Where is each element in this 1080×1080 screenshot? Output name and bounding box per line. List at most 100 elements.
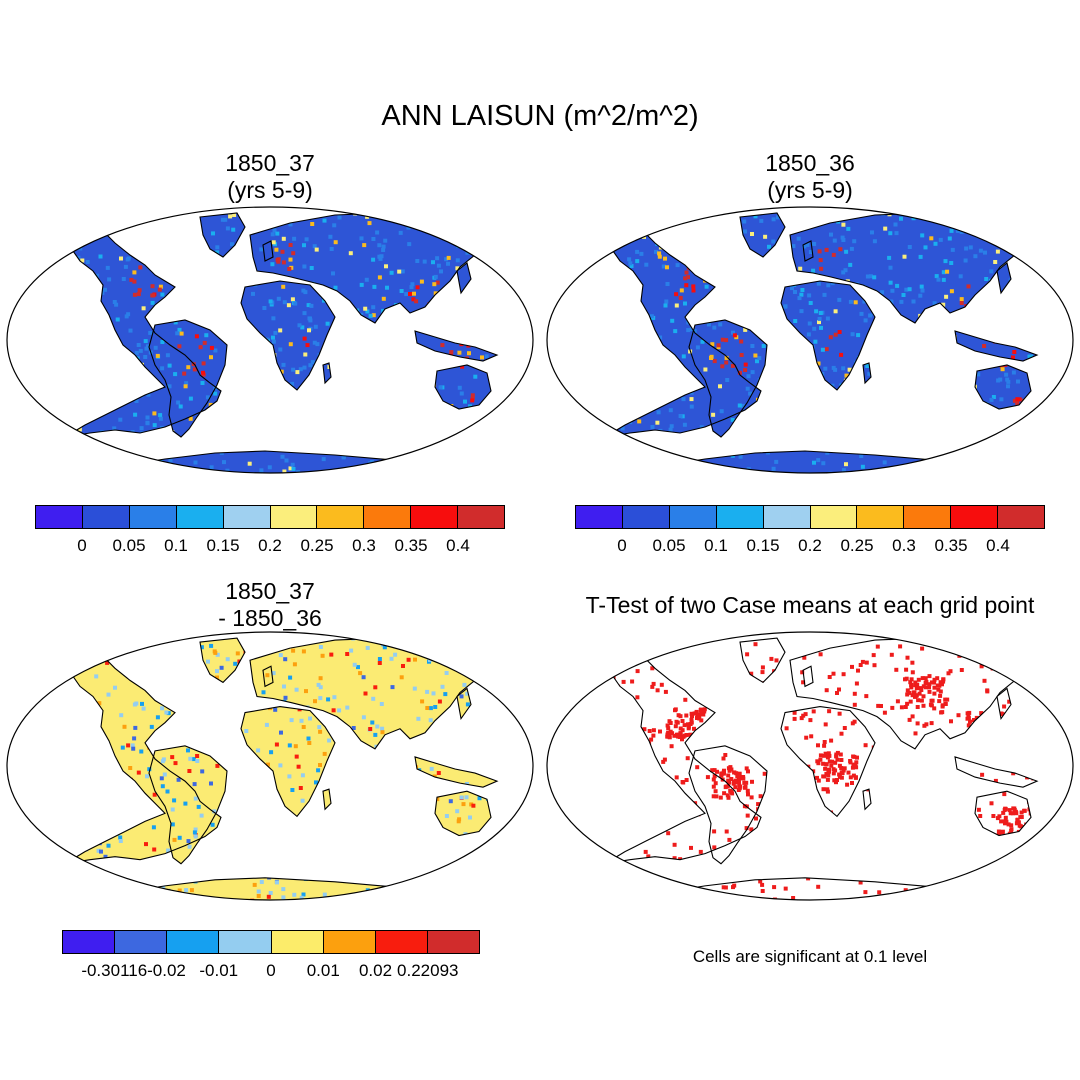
panel-title-diff: 1850_37 - 1850_36	[120, 578, 420, 632]
colorbar-swatch	[223, 506, 271, 528]
colorbar-swatch	[810, 506, 858, 528]
colorbar-tick-label: 0	[77, 536, 87, 555]
colorbar-tick-label: 0.1	[164, 536, 188, 555]
colorbar-tick-label: 0.05	[652, 536, 686, 555]
colorbar-tick-label: -0.01	[199, 961, 239, 980]
colorbar-swatch	[270, 506, 318, 528]
colorbar-swatch	[857, 506, 905, 528]
colorbar-swatch	[576, 506, 623, 528]
colorbar-swatch	[716, 506, 764, 528]
colorbar-tick-label: 0.4	[986, 536, 1010, 555]
colorbar-swatch	[115, 931, 168, 953]
coastline-japan	[456, 262, 472, 295]
case1-title-line2: (yrs 5-9)	[227, 177, 313, 203]
coastline-japan	[996, 262, 1012, 295]
colorbar-tick-label: 0.05	[112, 536, 146, 555]
coastline-madagascar	[862, 362, 872, 385]
colorbar-tick-label: 0.2	[798, 536, 822, 555]
coastline-greenland	[199, 212, 246, 258]
colorbar-swatch	[176, 506, 224, 528]
colorbar-case1	[35, 505, 505, 529]
colorbar-tick-label: 0.3	[352, 536, 376, 555]
figure-title: ANN LAISUN (m^2/m^2)	[381, 100, 699, 132]
landmass-africa	[781, 281, 875, 390]
coastline-australia	[434, 364, 492, 410]
coastline-uk	[262, 240, 274, 262]
coastline-uk	[262, 665, 274, 688]
coastline-south-america	[688, 745, 768, 865]
landmass-indonesia	[415, 756, 497, 788]
colorbar-swatch	[951, 506, 999, 528]
map-case2	[546, 206, 1074, 474]
coastline-antarctica	[654, 450, 981, 473]
diff-title-line1: 1850_37	[225, 578, 315, 604]
landmass-uk	[803, 666, 813, 687]
colorbar-swatch	[323, 931, 376, 953]
coastline-japan	[456, 687, 472, 721]
colorbar-swatch	[669, 506, 717, 528]
coastline-greenland	[739, 637, 786, 684]
colorbar-case2-labels: 0 0.05 0.1 0.15 0.2 0.25 0.3 0.35 0.4	[575, 536, 1045, 556]
case1-title-line1: 1850_37	[225, 150, 315, 176]
panel-title-case2: 1850_36 (yrs 5-9)	[660, 150, 960, 204]
colorbar-tick-label: 0.15	[206, 536, 240, 555]
landmass-japan	[997, 688, 1011, 719]
diff-title-line2: - 1850_36	[218, 605, 322, 631]
coastline-japan	[996, 687, 1012, 721]
coastline-australia	[974, 790, 1032, 837]
coastline-australia	[974, 364, 1032, 410]
landmass-madagascar	[323, 789, 331, 810]
map-ttest	[546, 631, 1074, 901]
colorbar-tick-label: 0	[617, 536, 627, 555]
colorbar-swatch	[271, 931, 324, 953]
coastline-antarctica	[114, 450, 441, 473]
coastline-greenland	[199, 637, 246, 684]
landmass-south-america	[149, 320, 227, 437]
landmass-europe-asia	[250, 638, 505, 749]
coastline-indonesia	[414, 330, 499, 362]
coastline-north-america	[604, 232, 762, 438]
case2-title-line1: 1850_36	[765, 150, 855, 176]
coastline-indonesia	[414, 756, 499, 788]
landmass-indonesia	[415, 331, 497, 361]
colorbar-swatch	[63, 931, 116, 953]
colorbar-swatch	[622, 506, 670, 528]
colorbar-swatch	[763, 506, 811, 528]
coastline-north-america	[604, 657, 762, 865]
colorbar-swatch	[458, 506, 505, 528]
landmass-europe-asia	[250, 213, 505, 323]
landmass-japan	[997, 263, 1011, 293]
landmass-madagascar	[863, 789, 871, 810]
landmass-uk	[263, 241, 273, 261]
coastline-africa	[240, 280, 336, 391]
colorbar-swatch	[375, 931, 428, 953]
colorbar-tick-label: 0.3	[892, 536, 916, 555]
landmass-indonesia	[955, 756, 1037, 788]
colorbar-case2	[575, 505, 1045, 529]
colorbar-case1-labels: 0 0.05 0.1 0.15 0.2 0.25 0.3 0.35 0.4	[35, 536, 505, 556]
colorbar-swatch	[167, 931, 220, 953]
landmass-japan	[457, 263, 471, 293]
colorbar-swatch	[427, 931, 479, 953]
coastline-north-america	[64, 657, 222, 865]
ttest-title: T-Test of two Case means at each grid po…	[585, 592, 1035, 618]
coastline-africa	[780, 280, 876, 391]
colorbar-swatch	[364, 506, 412, 528]
colorbar-tick-label: 0.25	[840, 536, 874, 555]
case2-title-line2: (yrs 5-9)	[767, 177, 853, 203]
colorbar-swatch	[82, 506, 130, 528]
globe-outline	[6, 206, 534, 474]
coastline-indonesia	[954, 330, 1039, 362]
colorbar-tick-label: 0.1	[704, 536, 728, 555]
coastline-north-america	[64, 232, 222, 438]
colorbar-tick-label: -0.02	[147, 961, 186, 980]
colorbar-tick-label: 0.01	[306, 961, 340, 980]
globe-outline	[6, 631, 534, 901]
colorbar-tick-label: 0	[266, 961, 276, 980]
colorbar-swatch	[129, 506, 177, 528]
colorbar-swatch	[904, 506, 952, 528]
significance-note: Cells are significant at 0.1 level	[692, 947, 928, 966]
coastline-south-america	[688, 319, 768, 438]
colorbar-tick-label: 0.22093	[397, 961, 459, 980]
colorbar-swatch	[317, 506, 365, 528]
